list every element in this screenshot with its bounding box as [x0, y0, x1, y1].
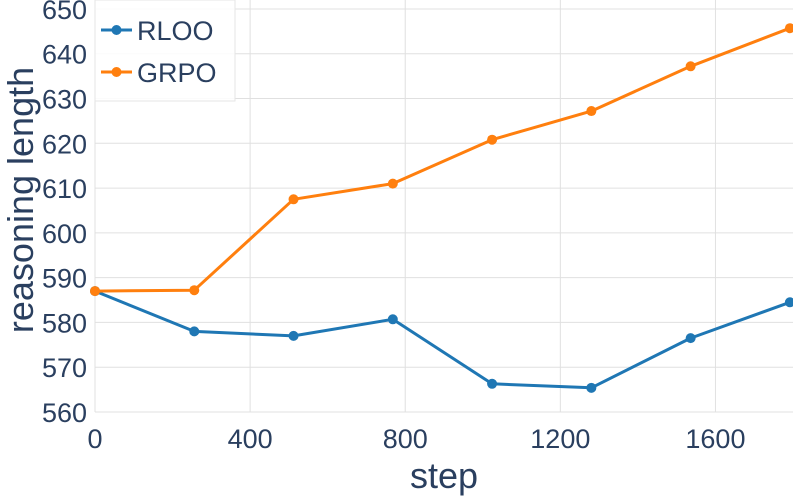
data-point — [90, 286, 100, 297]
y-tick-label: 620 — [42, 129, 87, 159]
data-point — [189, 326, 200, 337]
x-tick-label: 1600 — [685, 424, 745, 454]
y-tick-label: 560 — [42, 398, 87, 428]
data-point — [586, 106, 597, 117]
y-tick-label: 650 — [42, 0, 87, 25]
y-axis-title: reasoning length — [0, 67, 41, 333]
series-line — [94, 289, 791, 390]
data-point — [586, 382, 597, 393]
data-point — [487, 378, 498, 389]
x-tick-label: 800 — [383, 424, 428, 454]
y-tick-label: 590 — [42, 264, 87, 294]
series-grpo — [90, 23, 793, 297]
data-point — [784, 297, 793, 308]
data-point — [387, 314, 398, 325]
data-point — [288, 330, 299, 341]
data-point — [288, 194, 299, 205]
y-tick-label: 600 — [42, 219, 87, 249]
y-tick-label: 630 — [42, 85, 87, 115]
y-tick-label: 610 — [42, 174, 87, 204]
legend-label: RLOO — [137, 16, 214, 46]
data-point — [685, 61, 696, 72]
data-point — [784, 23, 793, 34]
x-tick-label: 1200 — [530, 424, 590, 454]
series-rloo — [90, 286, 793, 393]
y-tick-label: 640 — [42, 40, 87, 70]
x-tick-label: 0 — [87, 424, 102, 454]
y-tick-label: 580 — [42, 308, 87, 338]
legend-swatch-marker — [111, 25, 122, 35]
data-point — [685, 333, 696, 344]
legend-box — [94, 0, 236, 102]
x-tick-label: 400 — [228, 424, 273, 454]
x-tick-labels: 0 400 800 1200 1600 — [87, 424, 745, 454]
data-point — [387, 178, 398, 189]
legend-label: GRPO — [137, 58, 217, 88]
y-tick-label: 570 — [42, 353, 87, 383]
x-axis-title: step — [410, 455, 478, 496]
data-point — [487, 134, 498, 145]
y-tick-labels: 560 570 580 590 600 610 620 630 640 650 — [42, 0, 87, 428]
series-line — [94, 26, 791, 293]
legend-swatch-marker — [111, 67, 122, 77]
series-layer — [90, 23, 793, 393]
data-point — [189, 285, 200, 296]
legend: RLOO GRPO — [94, 0, 236, 102]
